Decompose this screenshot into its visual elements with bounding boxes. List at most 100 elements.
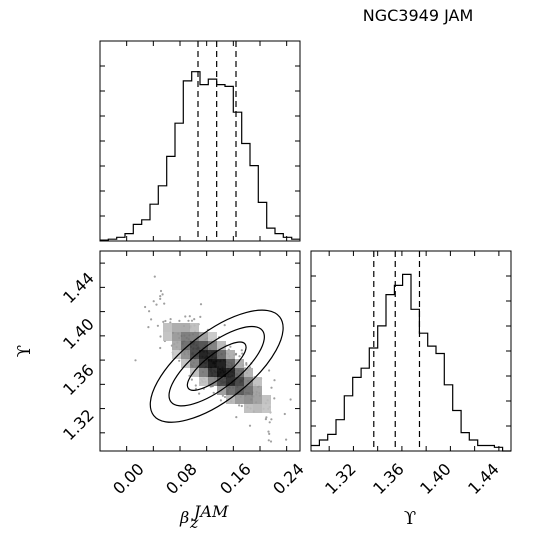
scatter-point bbox=[134, 359, 137, 362]
density-cell bbox=[190, 368, 199, 377]
density-cell bbox=[190, 350, 199, 359]
axis-ticks bbox=[100, 41, 511, 451]
density-cell bbox=[208, 377, 217, 386]
density-contour bbox=[168, 325, 265, 407]
density-cell bbox=[226, 395, 235, 404]
y-tick-label: 1.40 bbox=[59, 314, 98, 353]
scatter-point bbox=[147, 326, 150, 329]
density-cell bbox=[190, 332, 199, 341]
density-cell bbox=[181, 350, 190, 359]
scatter-point bbox=[199, 303, 203, 306]
scatter-point bbox=[267, 430, 270, 433]
density-cell bbox=[181, 341, 190, 350]
density-cell bbox=[181, 359, 190, 368]
density-cell bbox=[208, 359, 217, 368]
scatter-point bbox=[240, 349, 243, 352]
x-tick-label: 1.44 bbox=[464, 459, 503, 498]
scatter-point bbox=[159, 295, 162, 298]
joint-panel-frame bbox=[99, 250, 301, 452]
scatter-point bbox=[223, 395, 227, 399]
scatter-point bbox=[150, 318, 153, 321]
scatter-point bbox=[221, 394, 224, 397]
scatter-point bbox=[184, 315, 187, 318]
scatter-point bbox=[148, 310, 151, 313]
scatter-point bbox=[152, 300, 155, 303]
beta-superscript: JAM bbox=[191, 502, 229, 521]
density-cell bbox=[244, 377, 253, 386]
density-cell bbox=[217, 377, 226, 386]
top-marginal-frame bbox=[99, 40, 301, 242]
density-cell bbox=[226, 359, 235, 368]
beta-histogram bbox=[100, 41, 300, 241]
upsilon-hist-step bbox=[311, 273, 511, 452]
scatter-point bbox=[194, 384, 197, 387]
density-cell bbox=[235, 368, 244, 377]
density-cell bbox=[226, 386, 235, 395]
scatter-point bbox=[163, 302, 166, 305]
scatter-point bbox=[212, 391, 215, 394]
scatter-point bbox=[268, 369, 271, 372]
density-cell bbox=[244, 395, 253, 404]
scatter-point bbox=[155, 303, 158, 306]
density-cell bbox=[217, 350, 226, 359]
scatter-point bbox=[283, 412, 286, 416]
scatter-point bbox=[194, 387, 198, 390]
density-cell bbox=[163, 323, 172, 332]
density-cell bbox=[217, 359, 226, 368]
density-cell bbox=[244, 404, 253, 413]
scatter-point bbox=[289, 398, 292, 401]
scatter-point bbox=[267, 439, 270, 442]
density-contour bbox=[149, 309, 284, 423]
y-tick-label: 1.36 bbox=[59, 360, 98, 399]
density-cell bbox=[262, 404, 271, 413]
scatter-point bbox=[162, 320, 165, 323]
beta-symbol: β bbox=[179, 508, 189, 527]
density-cell bbox=[199, 359, 208, 368]
density-cell bbox=[235, 395, 244, 404]
chart-title: NGC3949 JAM bbox=[363, 6, 474, 25]
scatter-point bbox=[238, 404, 241, 407]
upsilon-histogram bbox=[311, 251, 511, 452]
scatter-point bbox=[161, 293, 164, 296]
density-cell bbox=[217, 341, 226, 350]
scatter-point bbox=[229, 345, 232, 348]
density-cell bbox=[172, 341, 181, 350]
scatter-point bbox=[198, 392, 201, 395]
scatter-point bbox=[234, 352, 238, 355]
scatter-point bbox=[190, 319, 194, 322]
density-cell bbox=[235, 377, 244, 386]
scatter-point bbox=[268, 432, 271, 435]
x-tick-label: 0.08 bbox=[162, 459, 201, 498]
density-cell bbox=[253, 395, 262, 404]
density-cell bbox=[244, 386, 253, 395]
x-axis-label-upsilon: ϒ bbox=[404, 508, 416, 529]
x-tick-label: 0.16 bbox=[216, 459, 255, 498]
scatter-point bbox=[159, 335, 162, 338]
scatter-point bbox=[241, 352, 244, 355]
scatter-point bbox=[156, 324, 159, 327]
scatter-point bbox=[199, 315, 202, 318]
density-cell bbox=[199, 368, 208, 377]
scatter-point bbox=[190, 378, 193, 381]
density-cell bbox=[217, 368, 226, 377]
density-cell bbox=[253, 377, 262, 386]
scatter-point bbox=[270, 418, 273, 421]
density-cell bbox=[208, 341, 217, 350]
x-tick-labels-upsilon: 1.32 1.36 1.40 1.44 bbox=[321, 459, 503, 498]
scatter-point bbox=[159, 346, 162, 350]
density-cell bbox=[181, 332, 190, 341]
x-tick-label: 1.32 bbox=[321, 459, 360, 498]
y-tick-label: 1.44 bbox=[59, 268, 98, 307]
density-cell bbox=[199, 332, 208, 341]
scatter-point bbox=[164, 319, 167, 323]
scatter-point bbox=[270, 386, 273, 389]
x-tick-label: 0.24 bbox=[269, 459, 308, 498]
scatter-point bbox=[188, 315, 191, 318]
density-cell bbox=[199, 377, 208, 386]
scatter-point bbox=[219, 399, 222, 402]
scatter-point bbox=[178, 319, 181, 322]
density-cell bbox=[172, 332, 181, 341]
x-tick-labels-beta: 0.00 0.08 0.16 0.24 bbox=[109, 459, 308, 498]
scatter-point bbox=[269, 440, 273, 443]
